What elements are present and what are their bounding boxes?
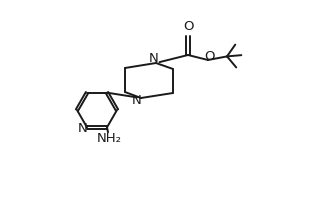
Text: O: O: [204, 49, 214, 62]
Text: NH₂: NH₂: [97, 132, 122, 145]
Text: N: N: [78, 122, 87, 135]
Text: N: N: [149, 52, 158, 66]
Text: N: N: [132, 94, 142, 107]
Text: O: O: [183, 21, 193, 33]
